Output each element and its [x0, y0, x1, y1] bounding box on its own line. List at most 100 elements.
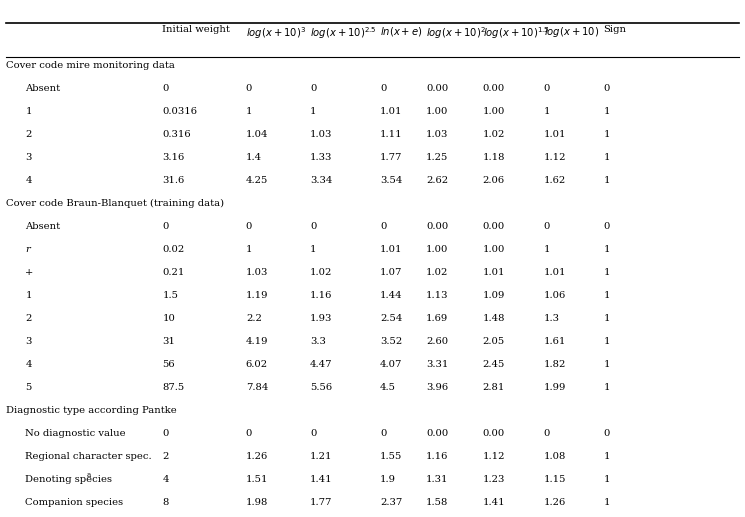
Text: 1.00: 1.00: [483, 245, 505, 254]
Text: $\mathit{log}(x + 10)^{1.5}$: $\mathit{log}(x + 10)^{1.5}$: [483, 25, 549, 41]
Text: 1.18: 1.18: [483, 153, 505, 162]
Text: 0: 0: [310, 429, 317, 438]
Text: 1.19: 1.19: [246, 291, 268, 300]
Text: 3.16: 3.16: [162, 153, 185, 162]
Text: 1: 1: [603, 475, 610, 484]
Text: 0: 0: [603, 84, 610, 93]
Text: 0.00: 0.00: [483, 84, 505, 93]
Text: Absent: Absent: [25, 222, 60, 231]
Text: 1: 1: [246, 245, 253, 254]
Text: 1.4: 1.4: [246, 153, 262, 162]
Text: 2.62: 2.62: [426, 176, 448, 185]
Text: Regional character spec.: Regional character spec.: [25, 452, 152, 461]
Text: 4: 4: [162, 475, 169, 484]
Text: 1: 1: [603, 452, 610, 461]
Text: 0.00: 0.00: [483, 222, 505, 231]
Text: 1.00: 1.00: [426, 107, 448, 116]
Text: 1.55: 1.55: [380, 452, 402, 461]
Text: 2: 2: [162, 452, 169, 461]
Text: 1.07: 1.07: [380, 268, 402, 277]
Text: 1.01: 1.01: [544, 268, 566, 277]
Text: 0.0316: 0.0316: [162, 107, 197, 116]
Text: r: r: [25, 245, 30, 254]
Text: 1.5: 1.5: [162, 291, 178, 300]
Text: 0: 0: [246, 222, 253, 231]
Text: 1: 1: [25, 291, 32, 300]
Text: 1.06: 1.06: [544, 291, 566, 300]
Text: 0.00: 0.00: [483, 429, 505, 438]
Text: 5.56: 5.56: [310, 383, 332, 392]
Text: 1.82: 1.82: [544, 360, 566, 369]
Text: 1.77: 1.77: [380, 153, 402, 162]
Text: 1.01: 1.01: [380, 245, 402, 254]
Text: 0.00: 0.00: [426, 429, 448, 438]
Text: 1.58: 1.58: [426, 498, 448, 507]
Text: 1.01: 1.01: [380, 107, 402, 116]
Text: 31.6: 31.6: [162, 176, 185, 185]
Text: 1.02: 1.02: [310, 268, 332, 277]
Text: 1: 1: [544, 245, 551, 254]
Text: 0: 0: [162, 222, 169, 231]
Text: 1.48: 1.48: [483, 314, 505, 323]
Text: 1.61: 1.61: [544, 337, 566, 346]
Text: 2.06: 2.06: [483, 176, 505, 185]
Text: 2.45: 2.45: [483, 360, 505, 369]
Text: 1: 1: [603, 245, 610, 254]
Text: Cover code mire monitoring data: Cover code mire monitoring data: [6, 61, 175, 70]
Text: Cover code Braun-Blanquet (training data): Cover code Braun-Blanquet (training data…: [6, 199, 224, 208]
Text: 4: 4: [25, 176, 32, 185]
Text: 3.96: 3.96: [426, 383, 448, 392]
Text: 56: 56: [162, 360, 175, 369]
Text: 1.15: 1.15: [544, 475, 566, 484]
Text: 1.16: 1.16: [310, 291, 332, 300]
Text: 1.33: 1.33: [310, 153, 332, 162]
Text: 1.12: 1.12: [483, 452, 505, 461]
Text: a: a: [87, 470, 92, 479]
Text: 1: 1: [310, 245, 317, 254]
Text: 1.03: 1.03: [246, 268, 268, 277]
Text: 1.02: 1.02: [426, 268, 448, 277]
Text: 1: 1: [603, 383, 610, 392]
Text: 2: 2: [25, 314, 32, 323]
Text: 1.51: 1.51: [246, 475, 268, 484]
Text: 3.31: 3.31: [426, 360, 448, 369]
Text: 1.01: 1.01: [483, 268, 505, 277]
Text: 1.31: 1.31: [426, 475, 448, 484]
Text: 1.00: 1.00: [426, 245, 448, 254]
Text: 1.04: 1.04: [246, 130, 268, 139]
Text: 3: 3: [25, 337, 32, 346]
Text: 1.41: 1.41: [483, 498, 505, 507]
Text: 1.00: 1.00: [483, 107, 505, 116]
Text: 1: 1: [603, 337, 610, 346]
Text: 1: 1: [603, 360, 610, 369]
Text: 0: 0: [246, 429, 253, 438]
Text: 1.99: 1.99: [544, 383, 566, 392]
Text: 1.09: 1.09: [483, 291, 505, 300]
Text: Companion species: Companion species: [25, 498, 124, 507]
Text: 0.316: 0.316: [162, 130, 191, 139]
Text: 1.44: 1.44: [380, 291, 402, 300]
Text: 1.03: 1.03: [310, 130, 332, 139]
Text: 87.5: 87.5: [162, 383, 185, 392]
Text: +: +: [25, 268, 34, 277]
Text: 1.41: 1.41: [310, 475, 332, 484]
Text: 0: 0: [380, 429, 387, 438]
Text: 0: 0: [544, 222, 551, 231]
Text: 1.3: 1.3: [544, 314, 559, 323]
Text: 8: 8: [162, 498, 169, 507]
Text: 7.84: 7.84: [246, 383, 268, 392]
Text: 1.13: 1.13: [426, 291, 448, 300]
Text: 2.2: 2.2: [246, 314, 261, 323]
Text: 1.77: 1.77: [310, 498, 332, 507]
Text: 1: 1: [25, 107, 32, 116]
Text: 1.62: 1.62: [544, 176, 566, 185]
Text: 0: 0: [162, 84, 169, 93]
Text: 3.54: 3.54: [380, 176, 402, 185]
Text: 1.03: 1.03: [426, 130, 448, 139]
Text: 1: 1: [544, 107, 551, 116]
Text: 2: 2: [25, 130, 32, 139]
Text: 1: 1: [603, 130, 610, 139]
Text: 1.69: 1.69: [426, 314, 448, 323]
Text: 1: 1: [603, 107, 610, 116]
Text: 4.19: 4.19: [246, 337, 268, 346]
